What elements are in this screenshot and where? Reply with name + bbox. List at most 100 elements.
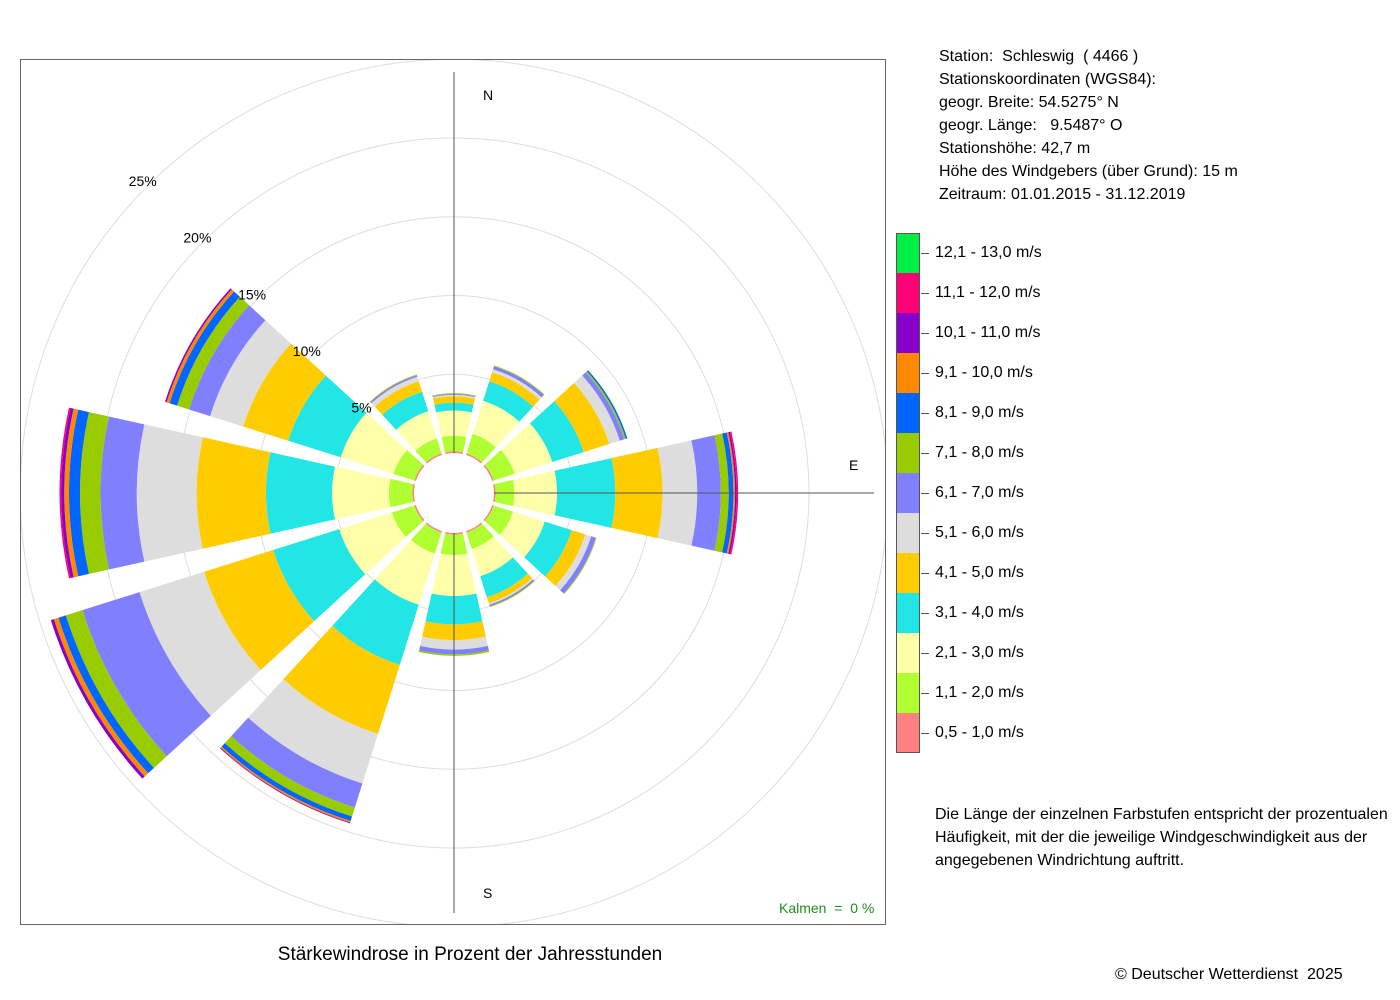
sector-segment xyxy=(231,717,363,808)
legend-swatch xyxy=(896,593,920,633)
sector-segment xyxy=(100,416,145,570)
legend-tick xyxy=(921,333,929,334)
legend-note: Die Länge der einzelnen Farbstufen entsp… xyxy=(935,806,1388,869)
legend-tick xyxy=(921,533,929,534)
sector-segment xyxy=(177,296,250,410)
sector-segment xyxy=(728,431,737,555)
wind-sector xyxy=(466,522,535,608)
legend-swatch xyxy=(896,473,920,513)
sector-segment xyxy=(288,375,367,458)
sector-segment xyxy=(489,579,535,607)
compass-axes: N E S xyxy=(453,72,874,913)
station-latitude: geogr. Breite: 54.5275° N xyxy=(939,94,1119,111)
legend-tick xyxy=(921,453,929,454)
sector-segment xyxy=(432,393,476,398)
sector-segment xyxy=(283,625,400,734)
sector-segment xyxy=(582,372,625,441)
sector-segment xyxy=(221,743,352,822)
sector-segment xyxy=(500,423,553,474)
sector-segment xyxy=(196,437,271,549)
wind-rose-svg: N E S 5% 10% 15% 20% 25% xyxy=(21,60,885,924)
legend-tick xyxy=(921,413,929,414)
sector-segment xyxy=(412,484,415,502)
legend-tick xyxy=(921,293,929,294)
sector-segment xyxy=(415,438,442,463)
sector-segment xyxy=(69,409,89,577)
sector-segment xyxy=(560,536,596,594)
wind-rose-plot: N E S 5% 10% 15% 20% 25% Kalmen = 0 % xyxy=(20,59,886,925)
legend-label: 1,1 - 2,0 m/s xyxy=(935,684,1024,701)
sector-segment xyxy=(332,466,391,520)
sector-segment xyxy=(189,305,266,417)
sector-segment xyxy=(418,650,490,656)
sector-segment xyxy=(472,400,520,448)
legend-item: 7,1 - 8,0 m/s xyxy=(896,433,1096,473)
sector-segment xyxy=(524,521,572,577)
legend-item: 5,1 - 6,0 m/s xyxy=(896,513,1096,553)
legend-swatch xyxy=(896,353,920,393)
sector-segment xyxy=(483,381,534,422)
sector-segment xyxy=(411,523,442,554)
sector-segment xyxy=(499,511,545,558)
sector-segment xyxy=(722,432,734,554)
legend-label: 9,1 - 10,0 m/s xyxy=(935,364,1033,381)
sector-segment xyxy=(484,450,515,481)
sector-segment xyxy=(414,505,425,522)
legend-item: 2,1 - 3,0 m/s xyxy=(896,633,1096,673)
legend-swatch xyxy=(896,553,920,593)
sector-segment xyxy=(265,452,335,534)
sector-segment xyxy=(204,550,315,671)
sector-segment xyxy=(488,578,534,605)
legend-tick xyxy=(921,373,929,374)
legend-label: 4,1 - 5,0 m/s xyxy=(935,564,1024,581)
sector-segment xyxy=(169,291,240,406)
legend-item: 11,1 - 12,0 m/s xyxy=(896,273,1096,313)
sector-segment xyxy=(82,592,211,757)
sector-segment xyxy=(729,431,739,555)
sector-segment xyxy=(555,534,592,591)
legend-item: 1,1 - 2,0 m/s xyxy=(896,673,1096,713)
sector-segment xyxy=(61,407,74,579)
legend-swatch xyxy=(896,233,920,273)
station-name: Station: Schleswig ( 4466 ) xyxy=(939,48,1139,65)
legend-item: 8,1 - 9,0 m/s xyxy=(896,393,1096,433)
sector-segment xyxy=(374,539,435,605)
sector-segment xyxy=(374,381,423,415)
legend-item: 0,5 - 1,0 m/s xyxy=(896,713,1096,753)
time-period: Zeitraum: 01.01.2015 - 31.12.2019 xyxy=(939,186,1186,203)
direction-label-n: N xyxy=(483,87,493,103)
sector-segment xyxy=(391,505,424,538)
wind-sector xyxy=(59,407,415,579)
legend-item: 9,1 - 10,0 m/s xyxy=(896,353,1096,393)
legend-item: 4,1 - 5,0 m/s xyxy=(896,553,1096,593)
sector-segment xyxy=(396,411,437,451)
ring-label: 5% xyxy=(351,400,371,416)
legend-tick xyxy=(921,573,929,574)
ring-label: 15% xyxy=(238,286,266,302)
legend-tick xyxy=(921,693,929,694)
station-elevation: Stationshöhe: 42,7 m xyxy=(939,140,1091,157)
calm-label: Kalmen = 0 % xyxy=(779,900,875,916)
sector-segment xyxy=(65,610,167,768)
legend-swatch xyxy=(896,713,920,753)
legend-tick xyxy=(921,653,929,654)
sector-segment xyxy=(273,529,366,622)
sector-segment xyxy=(339,512,406,575)
legend-item: 10,1 - 11,0 m/s xyxy=(896,313,1096,353)
legend-label: 6,1 - 7,0 m/s xyxy=(935,484,1024,501)
direction-label-e: E xyxy=(849,457,858,473)
sector-segment xyxy=(471,536,513,577)
wind-sector xyxy=(483,370,628,481)
sector-segment xyxy=(545,530,586,586)
station-info: Station: Schleswig ( 4466 ) Stationskoor… xyxy=(939,45,1238,206)
legend-swatch xyxy=(896,313,920,353)
sector-segment xyxy=(529,401,584,463)
sector-segment xyxy=(248,679,379,784)
sector-segment xyxy=(224,736,355,817)
direction-label-s: S xyxy=(483,885,492,901)
legend-label: 10,1 - 11,0 m/s xyxy=(935,324,1041,341)
wind-sector xyxy=(483,505,597,594)
sector-segment xyxy=(414,464,425,481)
legend-swatch xyxy=(896,393,920,433)
legend-tick xyxy=(921,613,929,614)
